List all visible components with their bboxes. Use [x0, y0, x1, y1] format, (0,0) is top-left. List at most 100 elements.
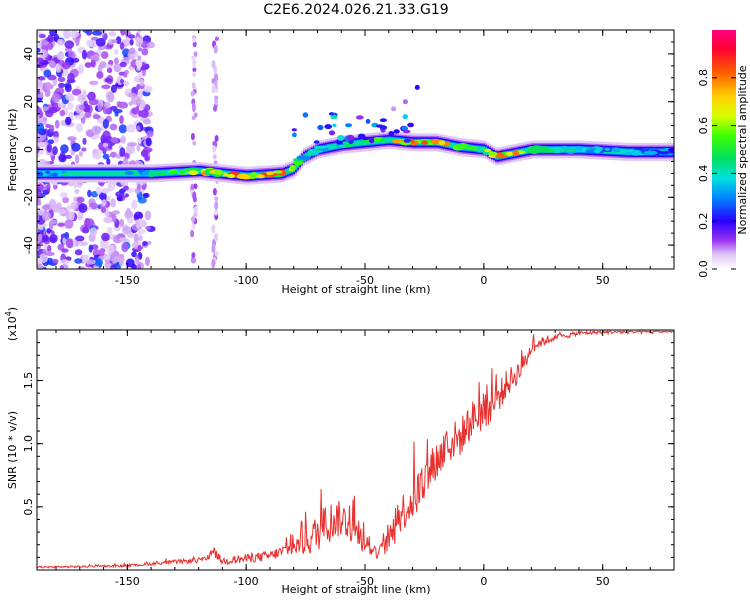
- noise-column-blob: [214, 36, 219, 41]
- ridge-cell: [107, 170, 110, 176]
- snr-panel: -150 -100 -50 0 50 0.5 1.0 1.5 Height of straig…: [4, 307, 675, 596]
- noise-blob: [62, 196, 70, 204]
- noise-column-blob: [138, 235, 143, 241]
- noise-column-blob: [212, 188, 217, 196]
- noise-blob: [78, 241, 89, 247]
- isolated-blob: [391, 106, 397, 112]
- noise-blob: [118, 124, 128, 134]
- ridge-cell: [307, 152, 310, 158]
- noise-blob: [139, 78, 145, 87]
- noise-blob: [145, 256, 150, 266]
- ridge-cell: [625, 149, 628, 155]
- noise-column-blob: [214, 95, 219, 100]
- noise-blob: [74, 154, 80, 164]
- noise-column-blob: [214, 196, 219, 201]
- noise-blob: [106, 195, 111, 201]
- noise-column-blob: [214, 233, 219, 242]
- noise-blob: [71, 88, 82, 96]
- noise-blob: [52, 136, 60, 144]
- noise-blob: [142, 240, 148, 247]
- noise-blob: [66, 205, 72, 212]
- ridge-outlier-blob: [402, 129, 411, 134]
- noise-column-blob: [211, 243, 216, 254]
- ridge-blob: [443, 141, 451, 147]
- ridge-cell: [83, 170, 86, 176]
- ridge-outlier-blob: [357, 133, 366, 139]
- noise-blob: [86, 39, 93, 47]
- ridge-cell: [549, 147, 552, 152]
- noise-blob: [49, 60, 56, 69]
- noise-column-blob: [138, 229, 142, 237]
- noise-blob: [82, 137, 87, 145]
- noise-blob: [119, 61, 127, 68]
- noise-blob: [45, 123, 51, 128]
- noise-blob: [70, 201, 78, 211]
- noise-blob: [88, 244, 93, 253]
- noise-blob: [65, 93, 74, 101]
- noise-blob: [129, 39, 134, 46]
- noise-blob: [128, 47, 136, 55]
- noise-blob: [63, 30, 71, 39]
- colorbar: 0.0 0.2 0.4 0.6 0.8 Normalized spectral ampl…: [697, 30, 749, 278]
- ridge-cell: [287, 168, 290, 174]
- ridge-cell: [105, 170, 108, 176]
- noise-blob: [56, 52, 64, 61]
- noise-blob: [38, 76, 44, 81]
- noise-blob: [46, 143, 53, 153]
- noise-blob: [127, 142, 138, 147]
- noise-blob: [131, 199, 138, 210]
- ridge-cell: [101, 170, 104, 176]
- noise-blob: [58, 154, 67, 163]
- ridge-blob: [430, 138, 442, 145]
- noise-column-blob: [211, 224, 216, 234]
- noise-blob: [64, 219, 74, 229]
- noise-blob: [118, 256, 124, 267]
- noise-blob: [76, 196, 85, 203]
- colorbar-label: Normalized spectral amplitude: [736, 65, 749, 234]
- noise-blob: [59, 265, 65, 269]
- noise-blob: [131, 251, 137, 258]
- ridge-blob: [307, 149, 315, 156]
- noise-column-blob: [138, 90, 143, 100]
- ridge-cell: [71, 170, 74, 176]
- noise-blob: [54, 119, 60, 129]
- noise-blob: [96, 186, 102, 195]
- isolated-blob: [414, 84, 420, 90]
- ridge-cell: [449, 142, 452, 148]
- ridge-blob: [289, 164, 296, 171]
- noise-blob: [145, 137, 152, 146]
- noise-blob: [61, 248, 69, 253]
- noise-blob: [110, 137, 119, 144]
- noise-blob: [82, 226, 89, 234]
- noise-blob: [111, 39, 118, 44]
- ridge-cell: [69, 170, 72, 176]
- ridge-outlier-blob: [328, 130, 336, 136]
- noise-blob: [42, 116, 47, 122]
- noise-blob: [123, 185, 129, 191]
- ridge-outlier-blob: [393, 129, 400, 134]
- noise-blob: [141, 48, 149, 56]
- ridge-blob: [630, 149, 642, 156]
- ridge-blob: [373, 136, 382, 143]
- noise-blob: [119, 115, 124, 125]
- ridge-cell: [385, 137, 388, 143]
- noise-blob: [65, 116, 72, 126]
- noise-blob: [74, 114, 84, 119]
- noise-blob: [125, 144, 136, 155]
- noise-blob: [37, 106, 42, 116]
- noise-blob: [87, 189, 92, 198]
- ridge-cell: [119, 170, 122, 176]
- noise-column-blob: [192, 140, 197, 146]
- noise-blob: [102, 118, 109, 129]
- noise-blob: [46, 182, 51, 192]
- noise-blob: [140, 150, 149, 158]
- noise-blob: [48, 106, 58, 114]
- noise-blob: [104, 78, 113, 83]
- ridge-blob: [256, 174, 265, 179]
- noise-blob: [47, 139, 54, 145]
- noise-blob: [37, 208, 44, 216]
- noise-blob: [103, 253, 111, 260]
- noise-blob: [121, 242, 129, 253]
- ridge-cell: [67, 170, 70, 176]
- noise-blob: [113, 63, 122, 73]
